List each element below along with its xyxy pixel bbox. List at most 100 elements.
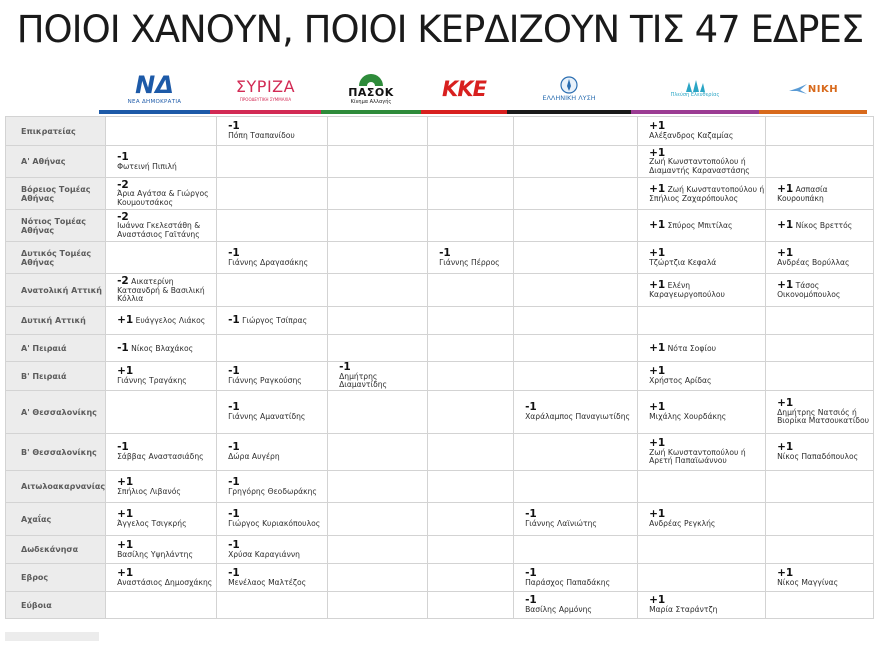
seat-cell-kke (427, 591, 515, 619)
pasok-logo-sub: Κίνημα Αλλαγής (350, 98, 392, 105)
niki-logo-text: ΝΙΚΗ (807, 83, 839, 95)
syriza-logo-sub: ΠΡΟΟΔΕΥΤΙΚΗ ΣΥΜΜΑΧΙΑ (239, 96, 292, 102)
seat-change: -1 (228, 365, 240, 378)
pasok-logo-text: ΠΑΣΟΚ (348, 85, 394, 99)
seat-cell-niki (765, 535, 875, 564)
constituency-label: Δυτικός Τομέας Αθήνας (4, 241, 107, 274)
table-row: Δωδεκάνησα +1 Βασίλης Υψηλάντης -1 Χρύσα Καρ… (4, 535, 875, 564)
table-row: Α' Θεσσαλονίκης -1 Γιάννης Αμανατίδης -1 Χαρ… (4, 390, 875, 434)
nd-logo-sub: ΝΕΑ ΔΗΜΟΚΡΑΤΙΑ (127, 99, 182, 105)
seat-cell-plefsi (637, 535, 767, 564)
constituency-label: Εβρος (4, 563, 107, 592)
seat-cell-syriza (216, 209, 329, 242)
seat-change: -1 (117, 441, 129, 454)
seat-change: +1 (777, 246, 794, 259)
seat-change: -1 (228, 246, 240, 259)
seat-cell-syriza: -1 Δώρα Αυγέρη (216, 433, 329, 471)
seat-cell-kke (427, 502, 515, 536)
constituency-label: Αιτωλοακαρνανίας (4, 470, 107, 503)
candidate-name: Πόπη Τσαπανίδου (228, 131, 295, 140)
party-logos-row: ΝΔ ΝΕΑ ΔΗΜΟΚΡΑΤΙΑ ΣΥΡΙΖΑ ΠΡΟΟΔΕΥΤΙΚΗ ΣΥΜ… (99, 64, 867, 114)
seats-table: Επικρατείας -1 Πόπη Τσαπανίδου +1 Αλέξανδρος… (4, 116, 875, 619)
candidate-name: Γρηγόρης Θεοδωράκης (228, 486, 317, 496)
seat-cell-kke (427, 390, 515, 434)
niki-bird-icon (788, 84, 807, 94)
seat-cell-elliniki_lysi (513, 241, 639, 274)
seat-cell-niki (765, 470, 875, 503)
seat-cell-plefsi (637, 563, 767, 592)
logo-kke: ΚΚΕ (421, 64, 507, 114)
seat-cell-plefsi: +1 Μιχάλης Χουρδάκης (637, 390, 767, 434)
seat-cell-syriza (216, 591, 329, 619)
seat-cell-elliniki_lysi (513, 116, 639, 146)
seat-cell-plefsi: +1 Νότα Σοφίου (637, 334, 767, 362)
table-row: Βόρειος Τομέας Αθήνας -2 Άρια Αγάτσα & Γιώ… (4, 177, 875, 210)
constituency-label: Α' Πειραιά (4, 334, 107, 362)
seat-cell-elliniki_lysi (513, 145, 639, 178)
constituency-label: Εύβοια (4, 591, 107, 619)
seat-cell-niki (765, 591, 875, 619)
seat-cell-nd: +1 Σπήλιος Λιβανός (105, 470, 218, 503)
seat-cell-syriza (216, 177, 329, 210)
seat-change: +1 (649, 365, 666, 378)
plefsi-color-bar (631, 110, 759, 114)
page-title: ΠΟΙΟΙ ΧΑΝΟΥΝ, ΠΟΙΟΙ ΚΕΡΔΙΖΟΥΝ ΤΙΣ 47 ΕΔΡ… (16, 8, 865, 51)
seat-cell-elliniki_lysi (513, 470, 639, 503)
seat-cell-nd: +1 Βασίλης Υψηλάντης (105, 535, 218, 564)
seat-cell-kke (427, 177, 515, 210)
seat-change: +1 (649, 437, 666, 450)
table-row: Δυτικός Τομέας Αθήνας -1 Γιάννης Δραγασάκη… (4, 241, 875, 274)
seat-change: -1 (228, 441, 240, 454)
seat-change: +1 (117, 365, 134, 378)
seat-cell-pasok (327, 563, 429, 592)
constituency-label: Βόρειος Τομέας Αθήνας (4, 177, 107, 210)
seat-cell-plefsi: +1 Ζωή Κωνσταντοπούλου ή Διαμαντής Καρανα… (637, 145, 767, 178)
seat-cell-pasok (327, 591, 429, 619)
seat-change: +1 (777, 566, 794, 579)
seat-cell-nd: -1 Σάββας Αναστασιάδης (105, 433, 218, 471)
candidate-name: Παράσχος Παπαδάκης (525, 577, 611, 587)
nd-logo-text: ΝΔ (135, 71, 174, 99)
seat-cell-niki: +1 Ασπασία Κουρουπάκη (765, 177, 875, 210)
seat-change: +1 (117, 566, 134, 579)
candidate-name: Γιάννης Δραγασάκης (228, 257, 309, 267)
candidate-name: Γιάννης Λαϊνιώτης (525, 519, 597, 528)
seat-cell-pasok (327, 177, 429, 210)
seat-change: -1 (228, 475, 240, 488)
seat-change: -1 (525, 566, 537, 579)
nd-color-bar (99, 110, 210, 114)
seat-change: -1 (228, 508, 240, 521)
candidate-name: Τάσος Οικονομόπουλος (777, 281, 841, 299)
seat-cell-elliniki_lysi (513, 361, 639, 391)
seat-cell-nd: +1 Γιάννης Τραγάκης (105, 361, 218, 391)
candidate-name: Νότα Σοφίου (667, 343, 716, 353)
seat-change: +1 (777, 397, 794, 410)
logo-niki: ΝΙΚΗ (759, 64, 867, 114)
seat-cell-plefsi (637, 306, 767, 335)
candidate-name: Γιάννης Τραγάκης (117, 376, 187, 385)
seat-cell-pasok (327, 470, 429, 503)
seat-cell-nd: -1 Φωτεινή Πιπιλή (105, 145, 218, 178)
seat-cell-elliniki_lysi: -1 Βασίλης Αρμόνης (513, 591, 639, 619)
seat-cell-elliniki_lysi: -1 Χαράλαμπος Παναγιωτίδης (513, 390, 639, 434)
table-row: Ανατολική Αττική -2 Αικατερίνη Κατσανδρή … (4, 273, 875, 307)
seat-cell-plefsi: +1 Αλέξανδρος Καζαμίας (637, 116, 767, 146)
seat-cell-plefsi: +1 Σπύρος Μπιτίλας (637, 209, 767, 242)
candidate-name: Άρια Αγάτσα & Γιώργος Κουμουτσάκος (117, 189, 209, 207)
seat-cell-syriza: -1 Γιάννης Δραγασάκης (216, 241, 329, 274)
seat-cell-elliniki_lysi (513, 433, 639, 471)
candidate-name: Αναστάσιος Δημοσχάκης (117, 577, 213, 587)
table-row: Β' Θεσσαλονίκης -1 Σάββας Αναστασιάδης -1 Δώ… (4, 433, 875, 471)
seats-table-body: Επικρατείας -1 Πόπη Τσαπανίδου +1 Αλέξανδρος… (4, 116, 875, 619)
seat-cell-kke (427, 145, 515, 178)
candidate-name: Γιάννης Πέρρος (439, 257, 500, 267)
seat-cell-kke (427, 209, 515, 242)
candidate-name: Ζωή Κωνσταντοπούλου ή Διαμαντής Καραναστ… (649, 157, 750, 175)
candidate-name: Νίκος Παπαδόπουλος (777, 452, 859, 461)
table-row: Αχαΐας +1 Άγγελος Τσιγκρής -1 Γιώργος Κυριακ… (4, 502, 875, 536)
candidate-name: Αλέξανδρος Καζαμίας (649, 131, 734, 140)
candidate-name: Χρήστος Αρίδας (649, 376, 712, 385)
seat-cell-elliniki_lysi (513, 177, 639, 210)
seat-cell-kke (427, 116, 515, 146)
seat-cell-kke (427, 563, 515, 592)
